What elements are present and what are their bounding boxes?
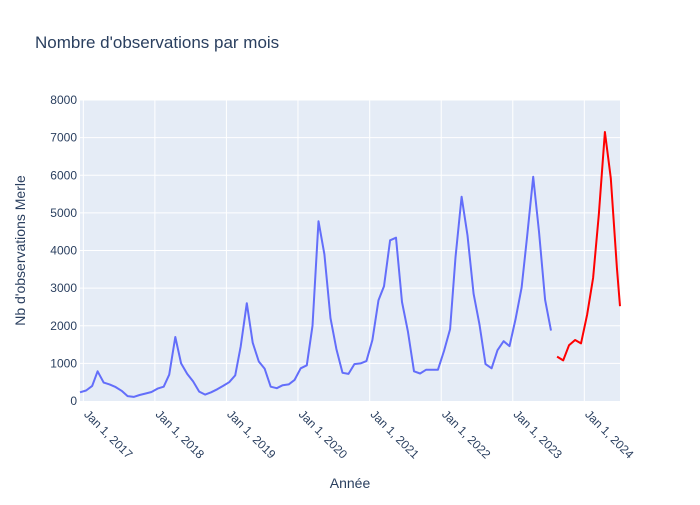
y-axis-title: Nb d'observations Merle — [12, 175, 28, 326]
x-tick-label: Jan 1, 2024 — [582, 407, 636, 461]
series-layer — [79, 131, 621, 398]
x-tick-label: Jan 1, 2019 — [224, 407, 278, 461]
y-tick-label: 7000 — [50, 131, 77, 145]
y-axis-ticks: 0 1000 2000 3000 4000 5000 6000 7000 8000 — [50, 93, 77, 408]
x-axis-title: Année — [330, 475, 371, 491]
y-tick-label: 1000 — [50, 356, 77, 370]
series-line-2 — [556, 131, 621, 362]
x-tick-label: Jan 1, 2017 — [81, 407, 135, 461]
x-tick-label: Jan 1, 2023 — [511, 407, 565, 461]
y-tick-label: 5000 — [50, 206, 77, 220]
x-tick-label: Jan 1, 2018 — [153, 407, 207, 461]
series-line-1 — [79, 175, 552, 398]
x-axis-ticks: Jan 1, 2017 Jan 1, 2018 Jan 1, 2019 Jan 1, … — [81, 407, 636, 461]
grid-layer — [80, 99, 620, 401]
x-tick-label: Jan 1, 2020 — [296, 407, 350, 461]
y-tick-label: 6000 — [50, 168, 77, 182]
y-tick-label: 3000 — [50, 281, 77, 295]
y-tick-label: 8000 — [50, 93, 77, 107]
x-tick-label: Jan 1, 2022 — [439, 407, 493, 461]
chart-title: Nombre d'observations par mois — [35, 33, 280, 52]
y-tick-label: 2000 — [50, 319, 77, 333]
y-tick-label: 0 — [70, 394, 77, 408]
y-tick-label: 4000 — [50, 244, 77, 258]
x-tick-label: Jan 1, 2021 — [368, 407, 422, 461]
